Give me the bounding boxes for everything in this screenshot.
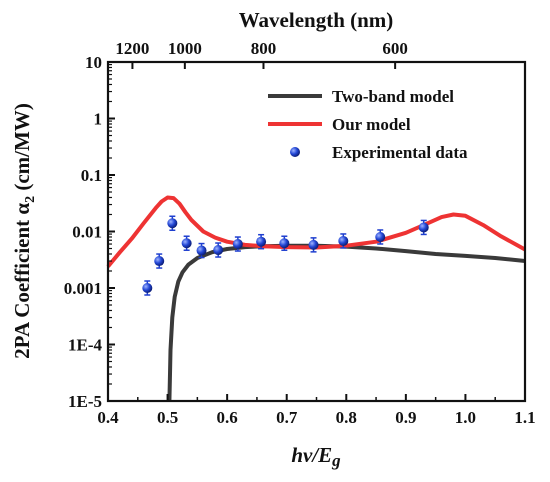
experimental-data-point <box>279 238 290 249</box>
y-axis-title: 2PA Coefficient α2 (cm/MW) <box>10 103 38 359</box>
x-tick-label: 0.4 <box>97 408 119 427</box>
legend: Two-band model Our model Experimental data <box>268 87 468 162</box>
x-tick-label: 1.0 <box>455 408 476 427</box>
y-tick-label: 1E-5 <box>68 392 102 411</box>
experimental-data-point <box>167 218 178 229</box>
experimental-data-point <box>308 239 319 250</box>
experimental-data-point <box>196 245 207 256</box>
y-tick-label: 1 <box>94 110 103 129</box>
legend-label: Experimental data <box>332 143 468 162</box>
x-tick-label: 0.7 <box>276 408 298 427</box>
plot-points <box>142 215 429 296</box>
y-tick-label: 0.1 <box>81 166 102 185</box>
top-tick-label: 1000 <box>168 39 202 58</box>
axis-ticks: 0.4 0.5 0.6 0.7 0.8 0.9 1.0 1.1 1E-5 1E-4 0.001 0.0… <box>64 39 536 427</box>
experimental-data-point <box>418 222 429 233</box>
top-tick-label: 800 <box>251 39 277 58</box>
y-tick-label: 10 <box>85 53 102 72</box>
legend-label: Two-band model <box>332 87 454 106</box>
x-axis-title: hν/Eg <box>291 443 341 470</box>
y-tick-label: 1E-4 <box>68 336 103 355</box>
experimental-data-point <box>256 236 267 247</box>
top-tick-label: 1200 <box>115 39 149 58</box>
experimental-data-point <box>181 238 192 249</box>
experimental-data-point <box>375 231 386 242</box>
legend-label: Our model <box>332 115 411 134</box>
top-tick-label: 600 <box>382 39 408 58</box>
x-tick-label: 1.1 <box>514 408 535 427</box>
x-tick-label: 0.9 <box>395 408 416 427</box>
legend-swatch-point <box>290 147 300 157</box>
x-tick-label: 0.6 <box>217 408 238 427</box>
x-tick-label: 0.5 <box>157 408 178 427</box>
experimental-data-point <box>338 235 349 246</box>
top-axis-title: Wavelength (nm) <box>239 8 394 32</box>
experimental-data-point <box>232 239 243 250</box>
two-band-model-line <box>167 243 526 402</box>
experimental-data-point <box>142 283 153 293</box>
experimental-data-point <box>213 245 224 256</box>
plot-lines <box>106 195 526 402</box>
y-tick-label: 0.001 <box>64 279 102 298</box>
experimental-data-point <box>154 256 165 267</box>
y-tick-label: 0.01 <box>72 223 102 242</box>
x-tick-label: 0.8 <box>336 408 357 427</box>
